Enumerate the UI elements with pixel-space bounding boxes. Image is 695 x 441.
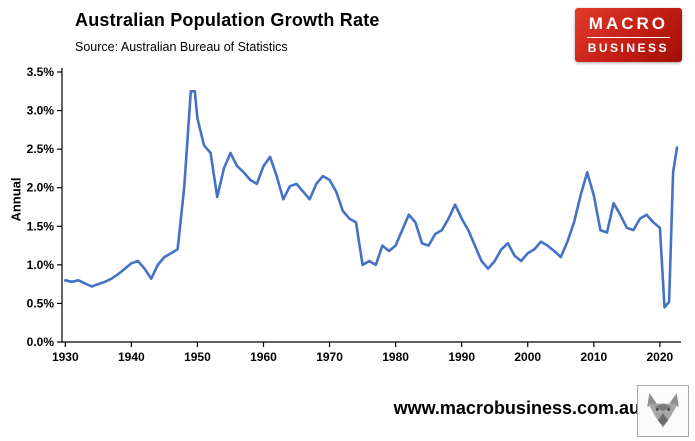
svg-text:3.5%: 3.5%	[27, 65, 55, 79]
svg-text:2020: 2020	[647, 350, 674, 364]
chart-source: Source: Australian Bureau of Statistics	[75, 40, 288, 54]
svg-text:1.5%: 1.5%	[27, 219, 55, 233]
svg-text:2.0%: 2.0%	[27, 181, 55, 195]
svg-text:1980: 1980	[382, 350, 409, 364]
chart-title: Australian Population Growth Rate	[75, 10, 380, 30]
svg-text:1990: 1990	[448, 350, 475, 364]
svg-text:1930: 1930	[52, 350, 79, 364]
logo-text-macro: MACRO	[586, 14, 670, 38]
population-growth-line-chart: 0.0% 0.5% 1.0% 1.5% 2.0% 2.5% 3.0% 3.5% 1930 1940…	[27, 65, 681, 364]
svg-text:1.0%: 1.0%	[27, 258, 55, 272]
svg-text:1970: 1970	[316, 350, 343, 364]
footer-url: www.macrobusiness.com.au	[393, 398, 640, 418]
svg-text:0.0%: 0.0%	[27, 335, 55, 349]
wolf-logo	[637, 385, 689, 437]
logo-text-business: BUSINESS	[587, 41, 670, 55]
svg-text:1950: 1950	[184, 350, 211, 364]
macrobusiness-logo: MACRO BUSINESS	[574, 8, 682, 62]
svg-text:2.5%: 2.5%	[27, 142, 55, 156]
svg-text:0.5%: 0.5%	[27, 296, 55, 310]
svg-text:1960: 1960	[250, 350, 277, 364]
svg-text:2000: 2000	[514, 350, 541, 364]
svg-text:2010: 2010	[580, 350, 607, 364]
svg-text:3.0%: 3.0%	[27, 104, 55, 118]
wolf-icon	[647, 393, 679, 428]
svg-text:1940: 1940	[118, 350, 145, 364]
